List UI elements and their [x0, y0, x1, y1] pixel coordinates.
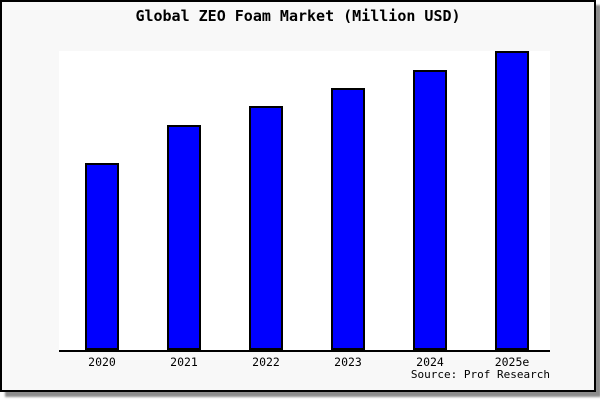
chart-title: Global ZEO Foam Market (Million USD): [135, 7, 461, 25]
bar-2020: [85, 162, 119, 350]
x-tick-label-2024: 2024: [416, 355, 444, 369]
bar-2022: [249, 105, 283, 350]
x-tick-label-2025e: 2025e: [494, 355, 530, 369]
bar-2023: [331, 87, 365, 350]
x-tick-label-2020: 2020: [88, 355, 116, 369]
x-tick-label-2022: 2022: [252, 355, 280, 369]
bar-2025e: [495, 51, 529, 350]
bar-2021: [167, 125, 201, 350]
source-note: Source: Prof Research: [410, 368, 550, 381]
x-tick-label-2023: 2023: [334, 355, 362, 369]
chart-frame: Global ZEO Foam Market (Million USD) 202…: [0, 0, 596, 392]
bar-2024: [413, 69, 447, 350]
x-tick-label-2021: 2021: [170, 355, 198, 369]
plot-area: [59, 51, 550, 352]
